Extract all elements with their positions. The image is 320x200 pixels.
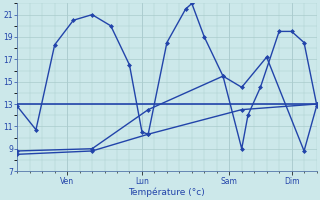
X-axis label: Température (°c): Température (°c) — [129, 187, 205, 197]
